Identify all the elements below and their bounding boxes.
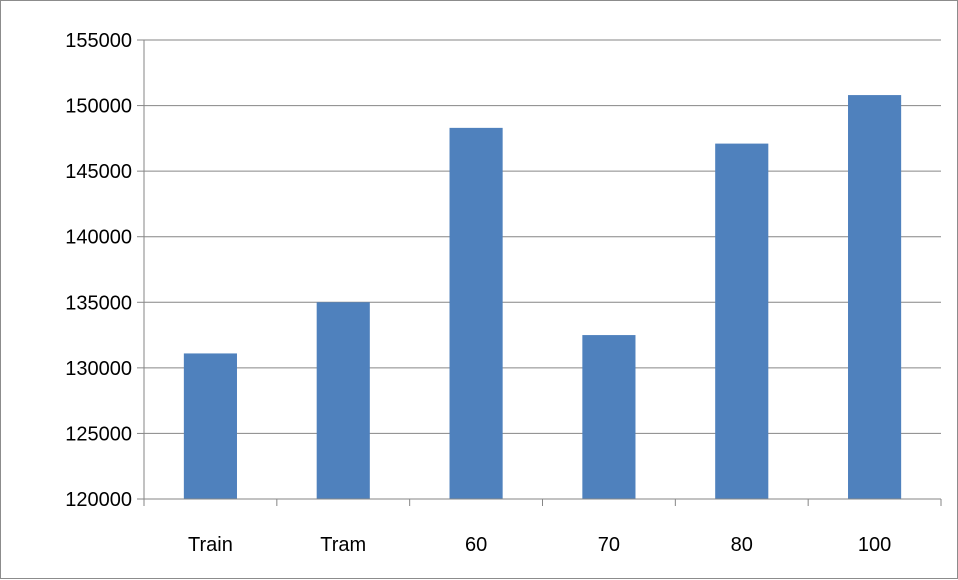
y-tick-label: 140000 xyxy=(65,227,132,249)
x-tick-label: 60 xyxy=(465,534,487,556)
x-tick-label: 70 xyxy=(598,534,620,556)
bar-60 xyxy=(449,127,503,499)
bars xyxy=(183,95,902,500)
y-tick-label: 135000 xyxy=(65,292,132,314)
x-tick-label: Train xyxy=(188,534,233,556)
bar-train xyxy=(183,353,237,499)
x-tick-label: 80 xyxy=(731,534,753,556)
bar-70 xyxy=(582,335,636,499)
y-tick-label: 155000 xyxy=(65,30,132,52)
x-tick-label: Tram xyxy=(320,534,366,556)
y-tick-label: 125000 xyxy=(65,423,132,445)
bar-tram xyxy=(316,302,370,499)
y-tick-label: 145000 xyxy=(65,161,132,183)
bar-100 xyxy=(848,95,902,499)
y-tick-label: 150000 xyxy=(65,96,132,118)
x-tick-labels: Train Tram 60 70 80 100 xyxy=(188,534,891,556)
y-tick-label: 130000 xyxy=(65,358,132,380)
bar-80 xyxy=(715,143,769,500)
y-tick-label: 120000 xyxy=(65,489,132,511)
gridlines xyxy=(144,39,941,434)
x-tick-label: 100 xyxy=(858,534,891,556)
y-tick-labels: 120000 125000 130000 135000 140000 145000 1500… xyxy=(65,30,132,511)
axes xyxy=(137,39,942,506)
